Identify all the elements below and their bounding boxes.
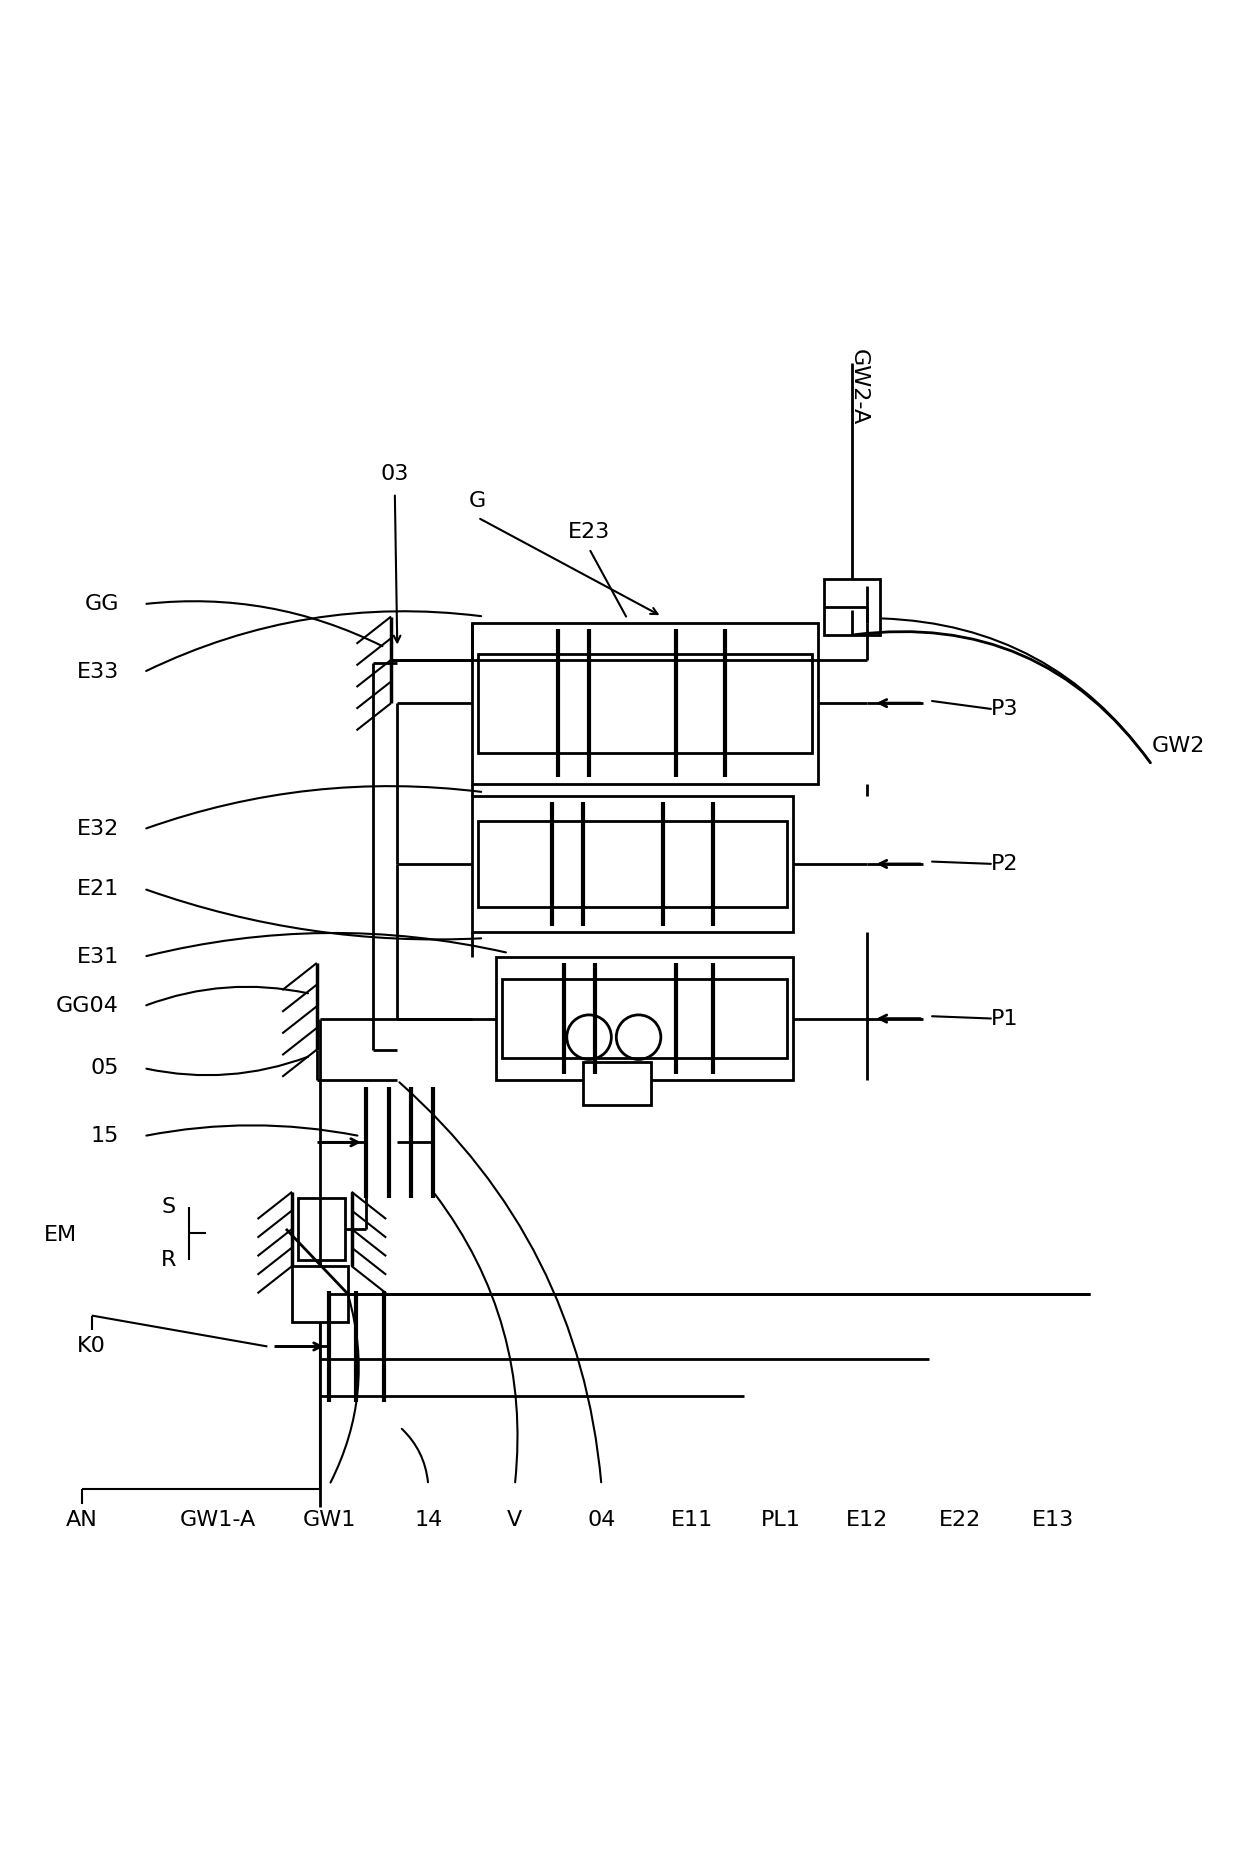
Text: P3: P3 — [991, 699, 1019, 720]
Text: E21: E21 — [77, 878, 119, 898]
Text: E12: E12 — [847, 1510, 889, 1530]
Bar — [471, 623, 818, 783]
Bar — [502, 979, 787, 1059]
Text: GW2-A: GW2-A — [849, 349, 869, 425]
Bar — [477, 820, 787, 908]
Bar — [583, 1062, 651, 1105]
Text: K0: K0 — [77, 1336, 107, 1357]
Text: 05: 05 — [91, 1059, 119, 1077]
Text: GG: GG — [84, 595, 119, 613]
Text: V: V — [507, 1510, 522, 1530]
Text: AN: AN — [66, 1510, 98, 1530]
Text: S: S — [161, 1197, 176, 1217]
Text: E22: E22 — [939, 1510, 981, 1530]
Text: R: R — [161, 1251, 176, 1269]
Bar — [471, 796, 794, 932]
Text: E11: E11 — [671, 1510, 713, 1530]
Text: GW1-A: GW1-A — [180, 1510, 255, 1530]
Text: PL1: PL1 — [761, 1510, 801, 1530]
Bar — [293, 1266, 347, 1322]
Text: G: G — [469, 492, 486, 511]
Text: GG04: GG04 — [56, 995, 119, 1016]
Text: P1: P1 — [991, 1008, 1019, 1029]
Text: EM: EM — [45, 1225, 77, 1245]
Bar — [496, 956, 794, 1081]
Text: P2: P2 — [991, 854, 1019, 874]
Bar — [825, 580, 880, 636]
Text: E33: E33 — [77, 662, 119, 682]
Text: 04: 04 — [588, 1510, 615, 1530]
Text: GW1: GW1 — [303, 1510, 356, 1530]
Text: E32: E32 — [77, 820, 119, 839]
Text: E23: E23 — [568, 522, 610, 542]
Bar — [299, 1199, 345, 1260]
Text: 03: 03 — [381, 464, 409, 485]
Text: E31: E31 — [77, 947, 119, 967]
Text: GW2: GW2 — [1152, 736, 1205, 757]
Text: E13: E13 — [1032, 1510, 1074, 1530]
Text: 14: 14 — [414, 1510, 443, 1530]
Text: 15: 15 — [91, 1126, 119, 1146]
Bar — [477, 654, 812, 753]
